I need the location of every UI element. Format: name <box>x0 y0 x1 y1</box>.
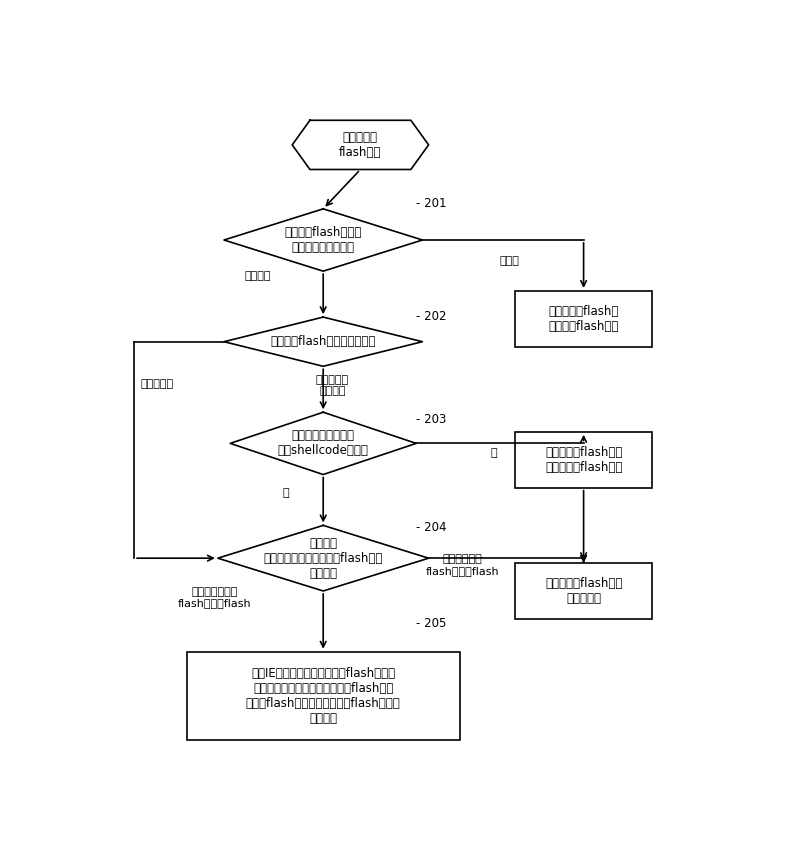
Text: 监控IE控件进程执行该待检测flash文件，
如果出现异常，则确定该待检测flash文件
为恶意flash文件，利用该恶意flash文件更
新病毒库: 监控IE控件进程执行该待检测flash文件， 如果出现异常，则确定该待检测fla… <box>246 667 401 725</box>
Text: 否: 否 <box>490 448 497 458</box>
Text: 将该待检测flash文件
确定为安全flash文件: 将该待检测flash文件 确定为安全flash文件 <box>545 446 622 474</box>
Text: 反编译成功
得到源码: 反编译成功 得到源码 <box>316 375 349 396</box>
Text: - 203: - 203 <box>416 412 446 426</box>
Text: 判断源码中是否存在
产生shellcode的操作: 判断源码中是否存在 产生shellcode的操作 <box>278 429 369 458</box>
Text: 获取待检测
flash文件: 获取待检测 flash文件 <box>339 131 382 158</box>
Text: 确定出待检测
flash为恶意flash: 确定出待检测 flash为恶意flash <box>426 554 499 576</box>
Text: 确定待检测flash文
件为恶意flash文件: 确定待检测flash文 件为恶意flash文件 <box>549 305 618 333</box>
Text: 未匹配上: 未匹配上 <box>245 271 271 281</box>
Text: - 204: - 204 <box>416 521 446 534</box>
Text: 利用该恶意flash文件
更新病毒库: 利用该恶意flash文件 更新病毒库 <box>545 577 622 605</box>
Polygon shape <box>224 317 422 366</box>
Text: - 202: - 202 <box>416 310 446 323</box>
Text: 未确定出待检测
flash为恶意flash: 未确定出待检测 flash为恶意flash <box>178 587 251 608</box>
Text: - 205: - 205 <box>416 618 446 630</box>
Text: 匹配上: 匹配上 <box>499 256 519 266</box>
Polygon shape <box>218 526 429 591</box>
Text: 按照实施
例一所述的方法对待检测flash文件
进行检测: 按照实施 例一所述的方法对待检测flash文件 进行检测 <box>263 537 383 579</box>
Bar <box>515 291 652 347</box>
Text: 反编译失败: 反编译失败 <box>140 379 174 389</box>
Text: 将待检测flash文件与
已有病毒库进行匹配: 将待检测flash文件与 已有病毒库进行匹配 <box>285 226 362 254</box>
Text: 是: 是 <box>282 487 290 498</box>
Text: 将待检测flash文件进行反编译: 将待检测flash文件进行反编译 <box>270 335 376 348</box>
Polygon shape <box>224 209 422 271</box>
Bar <box>515 563 652 619</box>
Polygon shape <box>230 412 416 475</box>
Bar <box>187 652 459 740</box>
Bar <box>515 432 652 487</box>
Polygon shape <box>292 120 429 170</box>
Text: - 201: - 201 <box>416 198 446 210</box>
